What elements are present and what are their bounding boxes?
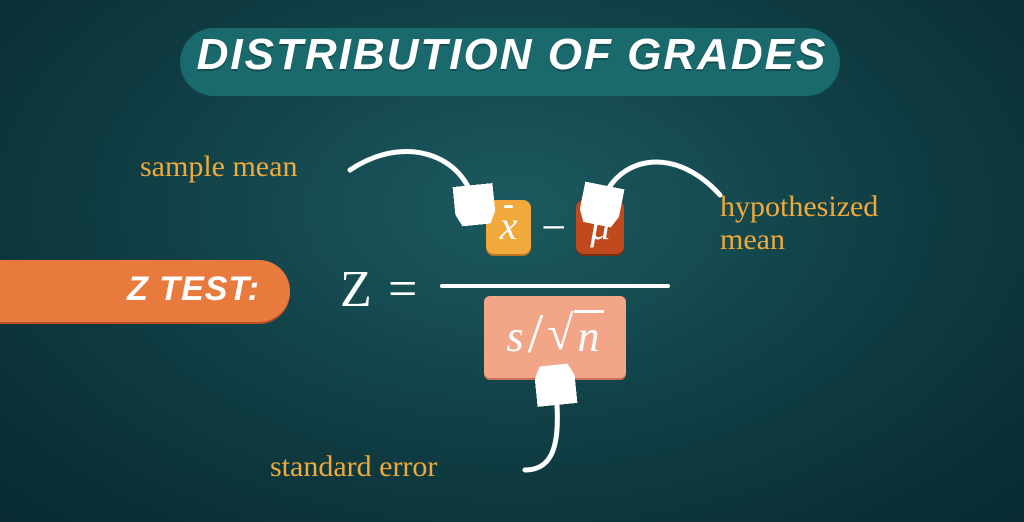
stage: DISTRIBUTION OF GRADES Z TEST: Z = x − μ… (0, 0, 1024, 522)
page-title: DISTRIBUTION OF GRADES (0, 30, 1024, 80)
mu-symbol: μ (590, 203, 610, 248)
annotation-sample-mean: sample mean (140, 150, 297, 183)
arrow-standard-error (525, 380, 557, 470)
mu-box: μ (576, 200, 624, 254)
annotation-hypothesized-mean: hypothesized mean (720, 190, 878, 256)
standard-error-box: s / √ n (484, 296, 625, 378)
ztest-pill: Z TEST: (0, 260, 290, 322)
formula-fraction: x − μ s / √ n (440, 200, 670, 378)
sqrt-n: √ n (547, 310, 603, 361)
formula-equals: = (388, 260, 417, 319)
n-symbol: n (574, 310, 604, 361)
fraction-line (440, 284, 670, 288)
annotation-standard-error: standard error (270, 450, 437, 483)
formula-denominator: s / √ n (440, 296, 670, 378)
s-symbol: s (506, 311, 523, 362)
formula-numerator: x − μ (440, 200, 670, 278)
xbar-symbol: x (500, 203, 518, 248)
minus-symbol: − (541, 202, 566, 253)
xbar-box: x (486, 200, 532, 254)
formula-lhs: Z (340, 260, 372, 319)
slash-symbol: / (528, 302, 544, 366)
ztest-label: Z TEST: (127, 270, 260, 309)
